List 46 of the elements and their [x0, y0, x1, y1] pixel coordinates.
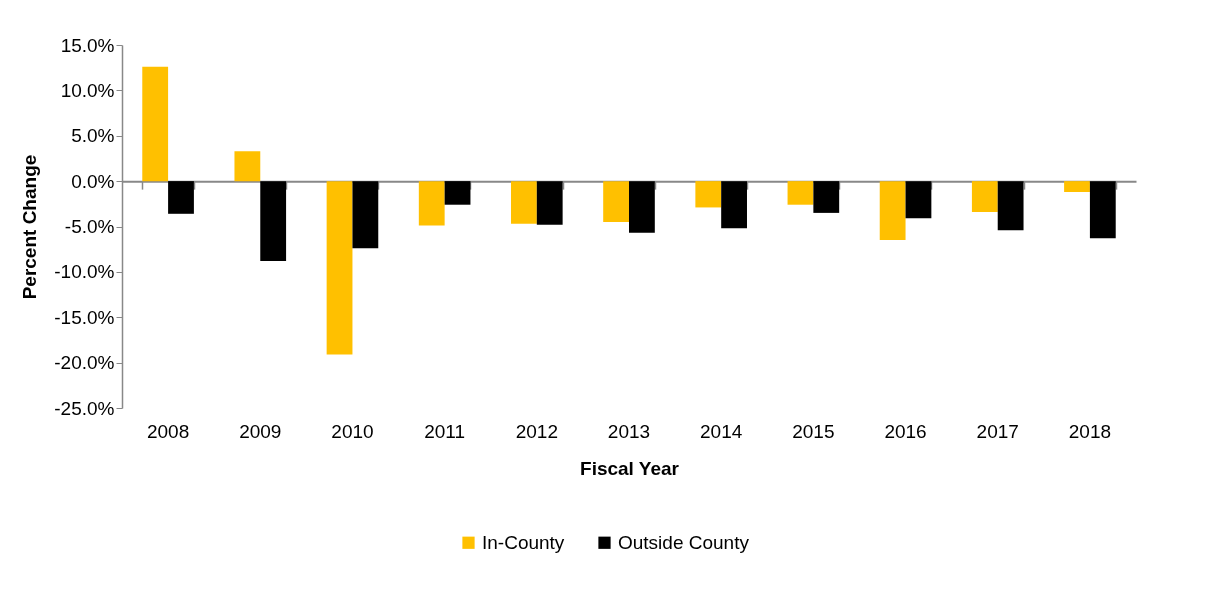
y-tick-label: 5.0%: [71, 125, 115, 147]
y-tick-label: -5.0%: [64, 216, 115, 237]
bar: [444, 181, 471, 205]
x-tick-label: 2010: [331, 420, 374, 442]
x-tick-label: 2008: [146, 420, 190, 442]
bar: [260, 181, 287, 261]
y-tick-label: 15.0%: [60, 34, 115, 56]
x-tick-label: 2018: [1068, 420, 1112, 442]
y-tick-label: -20.0%: [54, 352, 115, 374]
bar: [695, 181, 722, 208]
bar: [879, 181, 906, 241]
bar: [536, 181, 563, 225]
x-tick-label: 2015: [792, 420, 835, 442]
x-tick-label: 2016: [884, 420, 927, 442]
bar: [1089, 181, 1116, 239]
y-tick-label: -25.0%: [54, 397, 115, 419]
x-tick-label: 2011: [424, 420, 466, 442]
bar: [234, 151, 261, 182]
x-tick-label: 2017: [976, 420, 1019, 442]
bar: [603, 181, 629, 222]
x-tick-label: 2014: [700, 420, 743, 442]
bar: [142, 66, 169, 182]
bar: [721, 181, 747, 229]
x-tick-label: 2009: [239, 420, 282, 442]
y-tick-label: 0.0%: [71, 170, 115, 192]
bar: [971, 181, 998, 212]
bar: [787, 181, 814, 205]
legend-label: Outside County: [618, 531, 750, 553]
bar: [326, 181, 353, 355]
x-tick-label: 2012: [515, 420, 558, 442]
y-tick-label: -15.0%: [54, 306, 115, 328]
bar: [813, 181, 840, 213]
bar: [352, 181, 379, 249]
x-tick-label: 2013: [607, 420, 651, 442]
x-axis-title: Fiscal Year: [580, 457, 680, 479]
bar: [1064, 181, 1090, 193]
bar: [418, 181, 445, 226]
bar: [511, 181, 537, 224]
bar: [905, 181, 932, 219]
bar: [168, 181, 194, 214]
bar: [997, 181, 1024, 231]
bar: [629, 181, 655, 233]
y-axis-title: Percent Change: [19, 154, 41, 300]
legend-label: In-County: [482, 531, 565, 553]
y-tick-label: 10.0%: [60, 79, 115, 101]
y-tick-label: -10.0%: [54, 261, 115, 283]
